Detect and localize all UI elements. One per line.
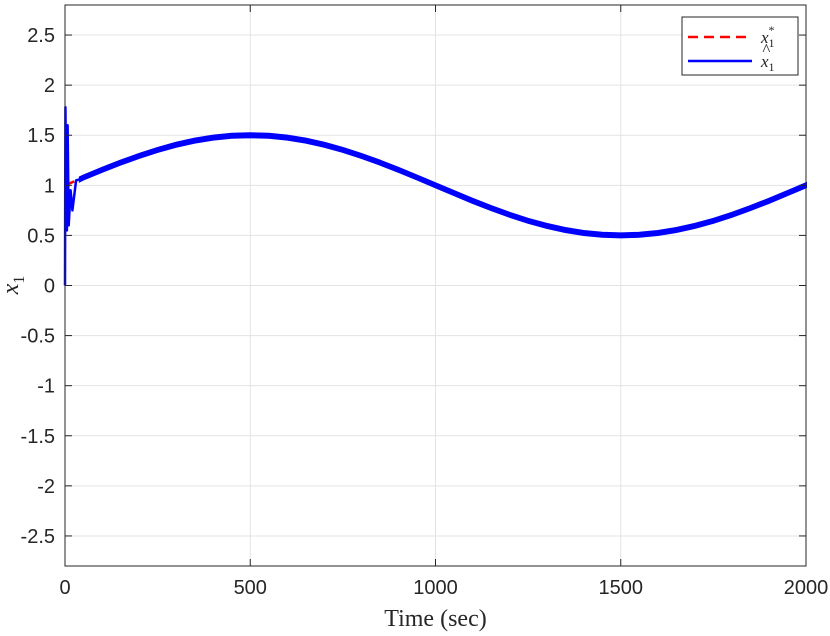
legend-hat-mark: ^ [762, 40, 771, 59]
y-axis-label: x1 [0, 276, 28, 296]
y-tick-label: -1 [37, 376, 55, 398]
y-tick-labels: -2.5 -2 -1.5 -1 -0.5 0 0.5 1 1.5 2 2.5 [21, 25, 55, 548]
y-tick-label: 0.5 [27, 225, 55, 247]
legend: x1* x1 ^ [681, 16, 799, 76]
y-tick-label: 2.5 [27, 25, 55, 47]
y-tick-label: 1.5 [27, 125, 55, 147]
x-tick-labels: 0 500 1000 1500 2000 [59, 577, 828, 599]
y-tick-label: -1.5 [21, 426, 55, 448]
legend-box [681, 16, 799, 76]
y-axis-label-sub: 1 [11, 276, 28, 284]
y-tick-label: 0 [44, 276, 55, 298]
y-axis-label-base: x [0, 283, 24, 295]
y-tick-label: 2 [44, 75, 55, 97]
tick-marks [64, 5, 807, 566]
svg-text:x1: x1 [0, 276, 28, 296]
y-tick-label: -0.5 [21, 326, 55, 348]
x-tick-label: 1000 [413, 577, 458, 599]
x-tick-label: 500 [234, 577, 267, 599]
x-tick-label: 0 [59, 577, 70, 599]
y-tick-label: -2.5 [21, 526, 55, 548]
legend-label-x1-star: x1* [760, 23, 775, 50]
x-axis-label: Time (sec) [384, 606, 486, 632]
y-tick-label: -2 [37, 476, 55, 498]
legend-label-x1-hat: x1 [760, 52, 775, 74]
y-tick-label: 1 [44, 175, 55, 197]
x-tick-label: 2000 [784, 577, 829, 599]
x-tick-label: 1500 [599, 577, 644, 599]
